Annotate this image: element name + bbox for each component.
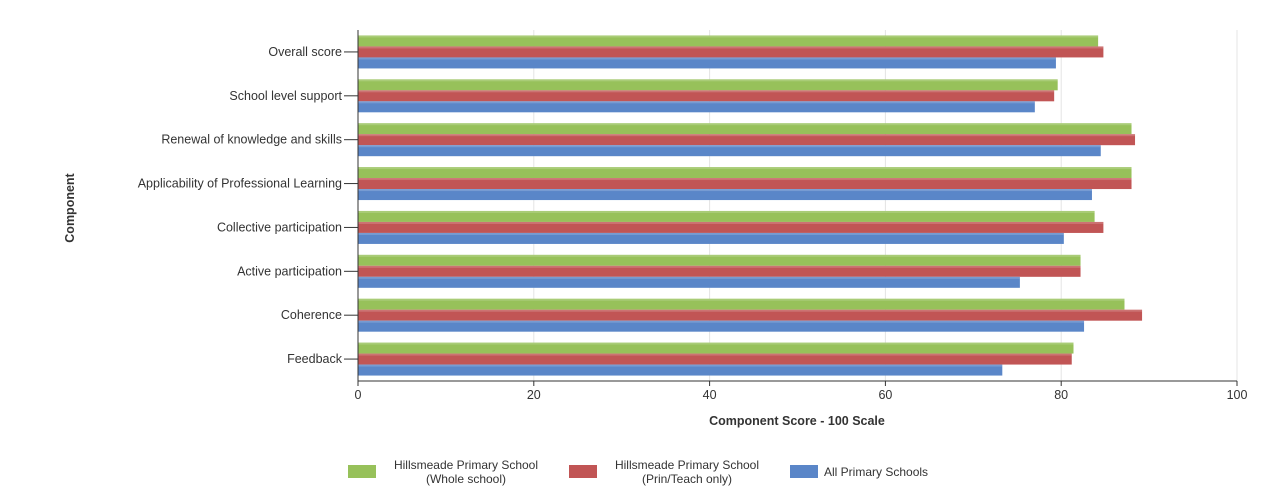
bar <box>358 189 1092 201</box>
legend-swatch <box>569 465 597 478</box>
bar <box>358 46 1104 58</box>
bar <box>358 134 1136 146</box>
legend-label: Hillsmeade Primary School <box>615 458 759 472</box>
bar <box>358 254 1081 266</box>
bar <box>358 298 1125 310</box>
bar <box>358 276 1020 288</box>
category-label: Active participation <box>237 264 342 278</box>
bar-highlight <box>358 57 1056 60</box>
legend: Hillsmeade Primary School(Whole school)H… <box>348 458 928 486</box>
bar-highlight <box>358 123 1132 126</box>
bar <box>358 265 1081 277</box>
legend-swatch <box>348 465 376 478</box>
legend-swatch <box>790 465 818 478</box>
x-tick-label: 80 <box>1054 388 1068 402</box>
bar <box>358 353 1072 365</box>
bar-highlight <box>358 210 1095 213</box>
bar-highlight <box>358 232 1064 235</box>
bar-highlight <box>358 221 1104 224</box>
bar <box>358 320 1085 332</box>
y-axis-title: Component <box>63 172 77 242</box>
legend-label: (Prin/Teach only) <box>642 472 732 486</box>
category-label: Collective participation <box>217 220 342 234</box>
bar-highlight <box>358 145 1101 148</box>
axes: 0 20 40 60 80 100 Overall score School level su… <box>138 30 1248 402</box>
bar-highlight <box>358 46 1104 49</box>
bar <box>358 221 1104 233</box>
bar-highlight <box>358 298 1125 301</box>
x-tick-label: 60 <box>878 388 892 402</box>
bar-highlight <box>358 265 1081 268</box>
bar-highlight <box>358 178 1132 181</box>
bar-highlight <box>358 276 1020 279</box>
x-tick-label: 20 <box>527 388 541 402</box>
bar-highlight <box>358 101 1035 104</box>
bar <box>358 364 1003 376</box>
bar-highlight <box>358 353 1072 356</box>
bar-highlight <box>358 342 1074 345</box>
bar <box>358 342 1074 354</box>
bar <box>358 123 1132 135</box>
bar-highlight <box>358 254 1081 257</box>
bar-highlight <box>358 79 1058 82</box>
bar-highlight <box>358 167 1132 170</box>
bar <box>358 145 1101 157</box>
bar <box>358 210 1095 222</box>
x-axis-title: Component Score - 100 Scale <box>709 414 885 428</box>
bar <box>358 309 1143 321</box>
bar-highlight <box>358 309 1143 312</box>
x-tick-label: 0 <box>355 388 362 402</box>
bar-highlight <box>358 134 1136 137</box>
bar <box>358 178 1132 190</box>
category-label: School level support <box>229 89 342 103</box>
bar <box>358 90 1055 102</box>
category-label: Feedback <box>287 352 343 366</box>
legend-label: Hillsmeade Primary School <box>394 458 538 472</box>
x-tick-label: 40 <box>703 388 717 402</box>
bar <box>358 57 1056 69</box>
bar <box>358 101 1035 113</box>
bar <box>358 167 1132 179</box>
bar <box>358 232 1064 244</box>
x-tick-label: 100 <box>1227 388 1248 402</box>
bar-highlight <box>358 320 1085 323</box>
category-label: Overall score <box>268 45 342 59</box>
category-label: Renewal of knowledge and skills <box>161 133 342 147</box>
legend-label: All Primary Schools <box>824 465 928 479</box>
category-label: Coherence <box>281 308 342 322</box>
legend-label: (Whole school) <box>426 472 506 486</box>
bar-highlight <box>358 35 1099 38</box>
bar-highlight <box>358 364 1003 367</box>
category-label: Applicability of Professional Learning <box>138 177 342 191</box>
bar-highlight <box>358 90 1055 93</box>
bar-highlight <box>358 189 1092 192</box>
bar <box>358 79 1058 91</box>
bar <box>358 35 1099 47</box>
bars <box>358 35 1143 376</box>
